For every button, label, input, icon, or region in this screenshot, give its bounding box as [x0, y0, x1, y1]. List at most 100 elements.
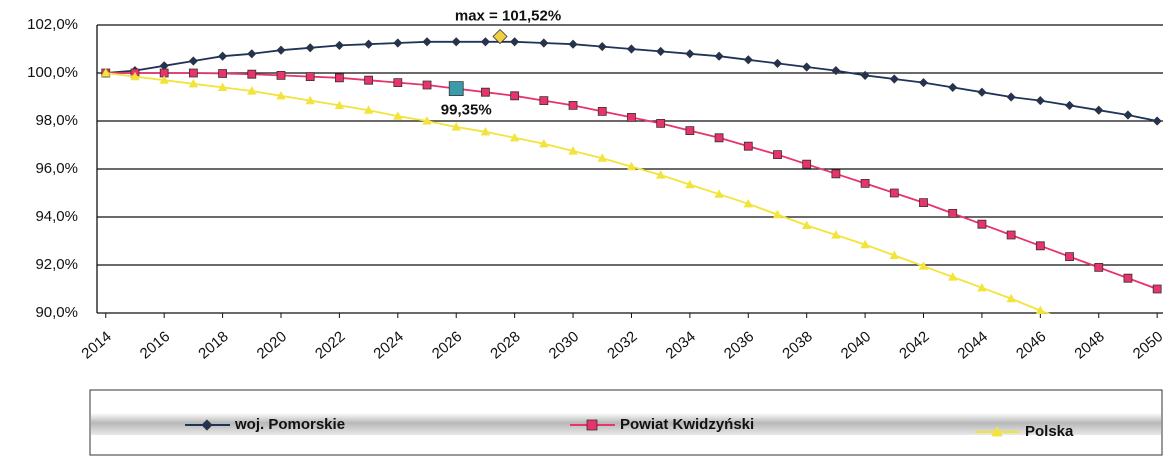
y-tick-label: 98,0% — [35, 112, 78, 129]
series-marker — [889, 250, 899, 260]
series-marker — [831, 169, 841, 179]
series-marker — [831, 230, 841, 239]
series-marker — [480, 37, 490, 47]
y-tick-label: 96,0% — [35, 160, 78, 177]
series-marker — [948, 208, 958, 218]
x-tick-label: 2022 — [312, 328, 348, 362]
series-marker — [335, 73, 344, 83]
series-marker — [918, 261, 929, 270]
annotation-marker — [448, 81, 464, 96]
series-marker — [159, 68, 169, 78]
legend-marker — [991, 426, 1003, 437]
x-tick-label: 2028 — [487, 328, 523, 362]
x-tick-label: 2042 — [896, 328, 932, 362]
series-marker — [831, 66, 841, 76]
series-marker — [364, 39, 374, 49]
series-marker — [393, 38, 403, 48]
x-tick-label: 2014 — [78, 328, 114, 362]
series-marker — [1035, 241, 1045, 251]
legend-label: woj. Pomorskie — [234, 416, 345, 433]
series-marker — [685, 49, 695, 59]
series-marker — [948, 272, 958, 281]
x-tick-label: 2046 — [1013, 328, 1049, 362]
series-marker — [860, 70, 870, 80]
series-marker — [772, 209, 783, 219]
series-marker — [743, 55, 753, 65]
series-marker — [627, 113, 636, 122]
x-tick-label: 2050 — [1130, 328, 1163, 362]
series-marker — [626, 44, 637, 54]
series-marker — [247, 49, 257, 59]
legend: woj. Pomorskie Powiat Kwidzyński Polska — [185, 416, 1074, 440]
series-marker — [481, 87, 490, 97]
x-tick-label: 2030 — [546, 328, 582, 362]
x-tick-label: 2026 — [429, 328, 465, 362]
series-marker — [918, 78, 929, 88]
x-tick-label: 2020 — [254, 328, 290, 362]
series-marker — [364, 75, 374, 85]
y-tick-label: 92,0% — [35, 256, 78, 273]
series-marker — [539, 96, 549, 105]
y-tick-label: 102,0% — [27, 16, 78, 33]
series-marker — [305, 72, 315, 81]
series-marker — [159, 75, 169, 84]
series-line — [105, 72, 1053, 314]
x-tick-label: 2040 — [838, 328, 874, 362]
series-marker — [714, 133, 724, 143]
series-marker — [451, 37, 461, 47]
series-marker — [247, 86, 257, 95]
series-marker — [393, 78, 403, 87]
series-marker — [1123, 110, 1133, 120]
x-tick-label: 2048 — [1071, 328, 1107, 362]
series-marker — [1006, 293, 1016, 303]
series-marker — [743, 198, 753, 208]
x-tick-label: 2036 — [721, 328, 757, 362]
series-marker — [276, 71, 286, 80]
series-marker — [860, 178, 870, 188]
x-tick-label: 2018 — [195, 328, 231, 362]
legend-label: Powiat Kwidzyński — [620, 416, 754, 433]
series-marker — [247, 69, 257, 79]
series-marker — [1094, 262, 1104, 272]
series-marker — [334, 40, 344, 50]
series-marker — [919, 198, 928, 208]
series-marker — [539, 138, 549, 148]
series-marker — [393, 111, 403, 120]
series-marker — [977, 219, 987, 229]
series-marker — [860, 239, 870, 249]
x-tick-label: 2032 — [604, 328, 640, 362]
y-tick-label: 94,0% — [35, 208, 78, 225]
series-marker — [568, 39, 578, 49]
x-tick-label: 2038 — [779, 328, 815, 362]
series-marker — [188, 68, 198, 78]
series-marker — [130, 71, 140, 81]
y-tick-label: 90,0% — [35, 304, 78, 321]
series-marker — [685, 126, 695, 136]
series-marker — [597, 107, 607, 116]
series-marker — [510, 37, 520, 47]
series-marker — [802, 62, 812, 72]
series-marker — [597, 153, 607, 162]
y-tick-label: 100,0% — [27, 64, 78, 81]
plot-area — [101, 37, 1162, 314]
series-marker — [1006, 230, 1016, 240]
series-marker — [1152, 116, 1162, 126]
series-marker — [773, 150, 782, 160]
series-marker — [218, 69, 227, 78]
series-marker — [568, 101, 578, 110]
series-marker — [276, 90, 286, 100]
series-marker — [218, 51, 228, 61]
series-marker — [1065, 252, 1074, 262]
x-tick-label: 2044 — [955, 328, 991, 362]
series-marker — [217, 82, 228, 91]
series-marker — [451, 122, 461, 131]
series-line — [105, 72, 1158, 290]
series-marker — [334, 100, 345, 109]
legend-marker — [201, 419, 213, 431]
series-marker — [1152, 284, 1162, 294]
series-marker — [977, 87, 987, 97]
annotation-label: max = 101,52% — [455, 7, 561, 24]
series-marker — [480, 126, 491, 136]
series-marker — [656, 119, 666, 128]
series-marker — [889, 188, 899, 198]
